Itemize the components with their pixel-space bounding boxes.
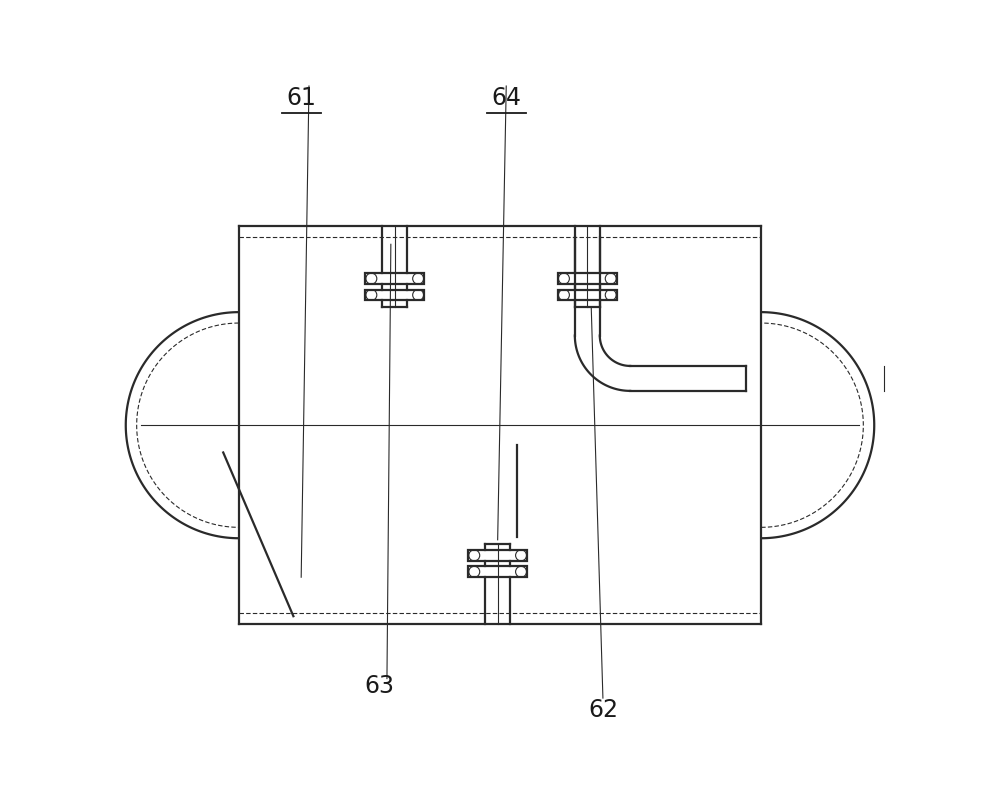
- Bar: [365, 289, 424, 300]
- Bar: [468, 567, 527, 578]
- Text: 62: 62: [588, 697, 618, 722]
- Bar: [468, 550, 527, 561]
- Text: 64: 64: [491, 86, 521, 110]
- Bar: [558, 273, 617, 284]
- Bar: [558, 289, 617, 300]
- Text: 63: 63: [364, 675, 394, 698]
- Bar: [365, 273, 424, 284]
- Text: 61: 61: [286, 86, 316, 110]
